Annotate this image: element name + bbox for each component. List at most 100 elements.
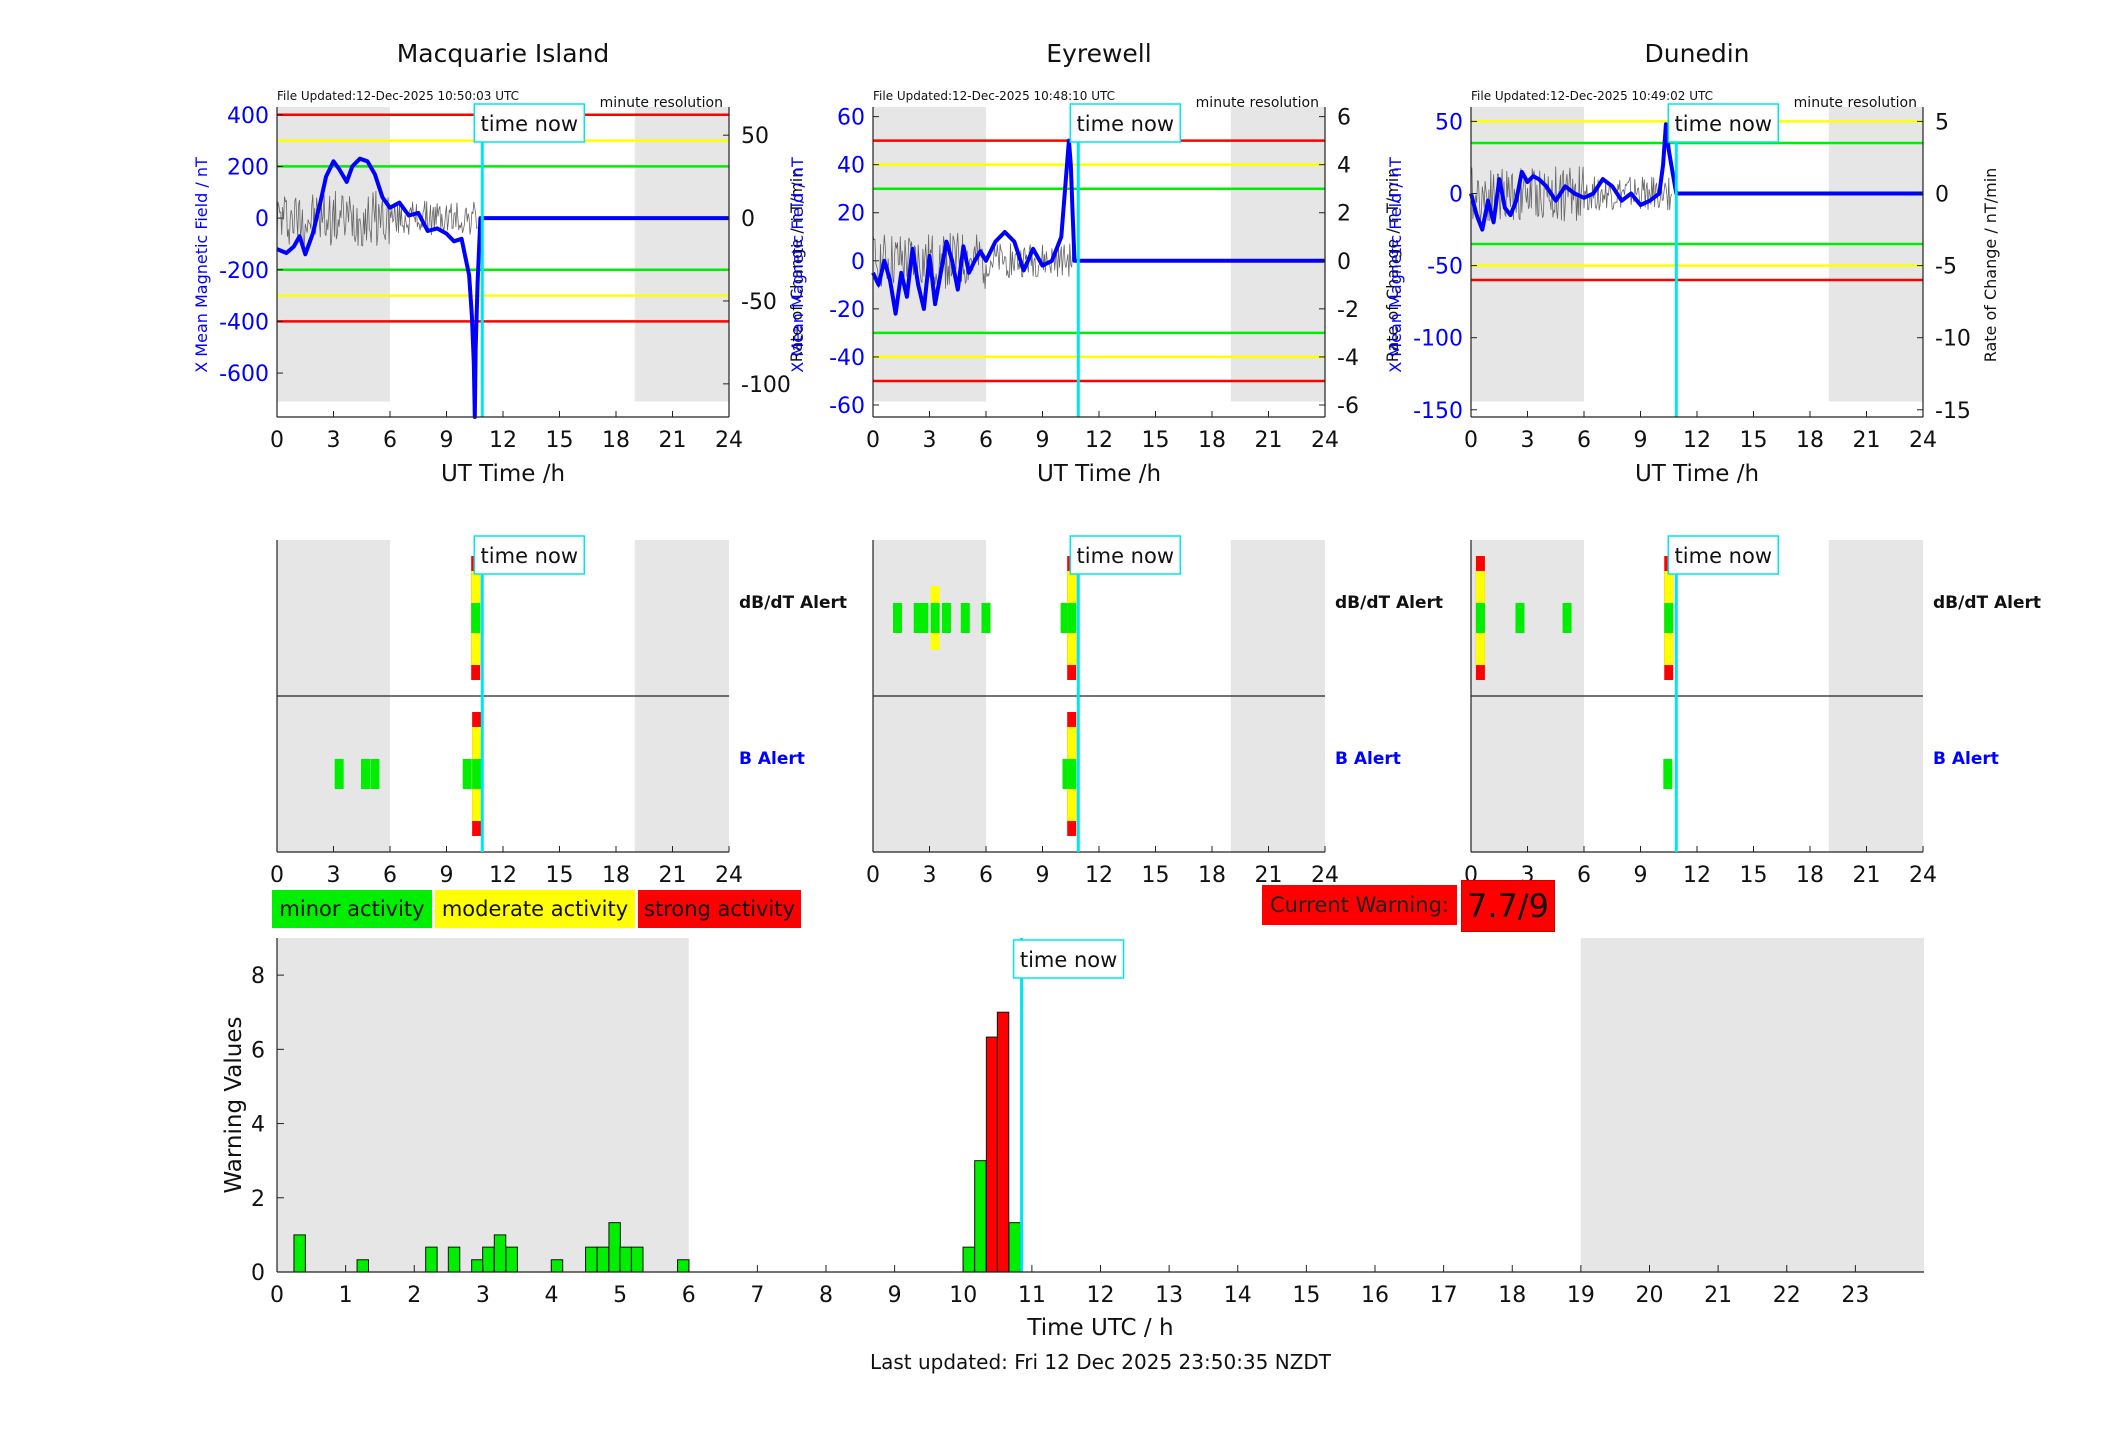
x-tick-label: 18 [1498, 1283, 1526, 1308]
warning-bar [550, 1259, 564, 1273]
last-updated-footer: Last updated: Fri 12 Dec 2025 23:50:35 N… [870, 1350, 1332, 1374]
x-tick-label: 24 [1311, 428, 1339, 453]
y-left-axis-label: X Mean Magnetic Field / nT [788, 157, 807, 373]
x-tick-label: 15 [1292, 1283, 1320, 1308]
x-tick-label: 21 [1255, 863, 1283, 888]
x-axis-label: Time UTC / h [1026, 1315, 1173, 1341]
x-tick-label: 15 [1740, 863, 1768, 888]
y-right-axis-label: Rate of Change / nT/min [787, 168, 806, 363]
x-tick-label: 9 [1634, 863, 1648, 888]
resolution-label: minute resolution [600, 95, 723, 111]
rate-of-change-trace [276, 190, 478, 247]
y-tick-label: 0 [251, 1261, 265, 1286]
warning-bar [482, 1246, 495, 1273]
x-tick-label: 0 [270, 1283, 284, 1308]
y-right-tick-label: -4 [1337, 346, 1359, 371]
night-shade [634, 107, 729, 402]
dbdt-alert-mark [930, 603, 940, 633]
x-tick-label: 15 [546, 863, 574, 888]
x-tick-label: 0 [270, 428, 284, 453]
x-tick-label: 24 [715, 428, 743, 453]
time-now-label: time now [1077, 544, 1174, 568]
x-tick-label: 0 [866, 863, 880, 888]
x-tick-label: 18 [1198, 428, 1226, 453]
warning-bar [996, 1011, 1010, 1273]
x-tick-label: 0 [866, 428, 880, 453]
b-alert-mark [1062, 759, 1072, 789]
alert-panel-1: time now dB/dT Alert B Alert 0 3 6 9 12 15 18 21 24 [866, 535, 1443, 888]
dbdt-alert-mark [1562, 603, 1572, 633]
dbdt-alert-mark [1060, 603, 1070, 633]
x-tick-label: 11 [1018, 1283, 1046, 1308]
station-title: Macquarie Island [397, 39, 610, 68]
x-tick-label: 18 [602, 428, 630, 453]
b-alert-mark [361, 759, 371, 789]
x-tick-label: 9 [1036, 428, 1050, 453]
b-alert-mark [472, 759, 482, 789]
x-tick-label: 15 [1142, 428, 1170, 453]
dbdt-alert-mark [913, 603, 923, 633]
y-left-tick-label: 50 [1435, 110, 1463, 135]
x-tick-label: 22 [1773, 1283, 1801, 1308]
resolution-label: minute resolution [1196, 95, 1319, 111]
magnetic-field-series [871, 138, 1325, 316]
time-now-box [473, 535, 586, 575]
dbdt-alert-label: dB/dT Alert [739, 593, 847, 613]
warning-bar [596, 1246, 610, 1273]
x-tick-label: 6 [979, 428, 993, 453]
y-right-tick-label: 0 [1337, 250, 1351, 275]
y-tick-label: 8 [251, 964, 265, 989]
warning-bar [493, 1234, 507, 1273]
dbdt-alert-mark [471, 603, 481, 633]
dbdt-alert-label: dB/dT Alert [1933, 593, 2041, 613]
y-right-tick-label: -2 [1337, 298, 1359, 323]
y-left-tick-label: 0 [1449, 183, 1463, 208]
time-now-label: time now [481, 112, 578, 136]
x-axis-label: UT Time /h [441, 461, 565, 487]
x-tick-label: 6 [383, 428, 397, 453]
y-left-tick-label: -600 [219, 362, 269, 387]
x-tick-label: 21 [1255, 428, 1283, 453]
warning-bar [425, 1246, 438, 1273]
y-left-tick-label: -400 [219, 310, 269, 335]
warning-bar [1008, 1222, 1021, 1273]
file-updated-label: File Updated:12-Dec-2025 10:50:03 UTC [277, 89, 519, 103]
y-tick-label: 2 [251, 1187, 265, 1212]
warning-bar [505, 1246, 518, 1273]
x-tick-label: 21 [659, 428, 687, 453]
y-left-tick-label: -40 [829, 346, 865, 371]
alert-panel-0: time now dB/dT Alert B Alert 0 3 6 9 12 15 18 21 24 [270, 535, 847, 888]
x-tick-label: 8 [819, 1283, 833, 1308]
x-tick-label: 3 [327, 428, 341, 453]
x-tick-label: 5 [613, 1283, 627, 1308]
x-tick-label: 12 [1085, 428, 1113, 453]
y-left-tick-label: 20 [837, 202, 865, 227]
x-tick-label: 18 [602, 863, 630, 888]
dbdt-alert-mark [1664, 603, 1674, 633]
dbdt-alert-mark [960, 603, 970, 633]
x-tick-label: 15 [1142, 863, 1170, 888]
x-tick-label: 12 [1087, 1283, 1115, 1308]
y-right-tick-label: -5 [1935, 255, 1957, 280]
dbdt-alert-mark [1475, 603, 1485, 633]
y-left-tick-label: 0 [851, 250, 865, 275]
legend-moderate-activity: moderate activity [435, 890, 635, 928]
y-right-tick-label: 0 [741, 207, 755, 232]
x-tick-label: 15 [546, 428, 574, 453]
dbdt-alert-mark [941, 603, 951, 633]
x-tick-label: 7 [750, 1283, 764, 1308]
b-alert-label: B Alert [1335, 749, 1401, 769]
y-left-tick-label: 400 [227, 104, 269, 129]
y-axis-label: Warning Values [221, 1016, 247, 1193]
y-right-tick-label: -15 [1935, 399, 1971, 424]
time-now-label: time now [1077, 112, 1174, 136]
x-tick-label: 3 [1521, 428, 1535, 453]
dbdt-alert-mark [919, 603, 929, 633]
magnetic-field-series [276, 156, 729, 419]
x-tick-label: 14 [1224, 1283, 1252, 1308]
night-shade [277, 938, 689, 1272]
y-left-tick-label: 200 [227, 155, 269, 180]
night-shade [1828, 107, 1923, 402]
